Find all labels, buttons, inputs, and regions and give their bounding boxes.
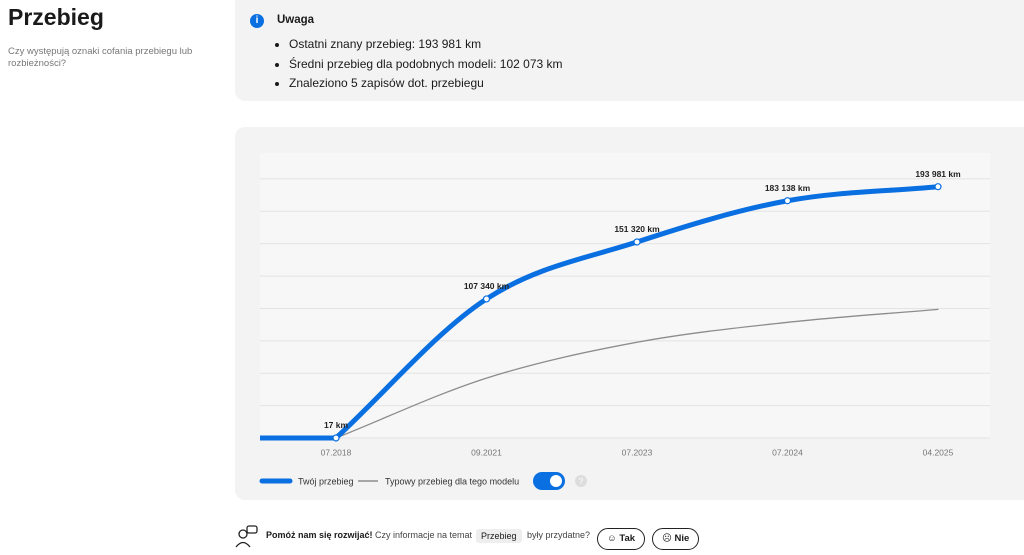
x-tick-label: 04.2025 <box>923 447 954 457</box>
feedback-question-end: były przydatne? <box>527 530 591 540</box>
info-icon: i <box>250 14 264 28</box>
help-icon-mark: ? <box>579 477 584 486</box>
feedback-question: Czy informacje na temat <box>375 530 473 540</box>
feedback-icon <box>235 525 258 548</box>
feedback-topic: Przebieg <box>476 529 522 543</box>
data-label: 107 340 km <box>464 281 510 291</box>
notice-item: Ostatni znany przebieg: 193 981 km <box>289 35 563 55</box>
help-icon[interactable] <box>575 475 587 487</box>
data-point <box>633 238 641 246</box>
page-title: Przebieg <box>8 4 104 30</box>
notice-item: Znaleziono 5 zapisów dot. przebiegu <box>289 74 563 94</box>
toggle-knob <box>550 475 562 487</box>
notice-box <box>235 0 1024 101</box>
legend-label: Twój przebieg <box>298 476 354 486</box>
x-tick-label: 07.2023 <box>622 447 653 457</box>
data-label: 151 320 km <box>614 224 660 234</box>
data-label: 183 138 km <box>765 183 811 193</box>
x-tick-label: 07.2024 <box>772 447 803 457</box>
data-point <box>332 434 340 442</box>
data-point <box>482 295 491 303</box>
data-point <box>934 183 942 191</box>
data-label: 17 km <box>324 420 349 430</box>
notice-item: Średni przebieg dla podobnych modeli: 10… <box>289 55 563 75</box>
x-tick-label: 07.2018 <box>321 447 352 457</box>
notice-title: Uwaga <box>277 14 315 26</box>
series-line <box>335 308 939 439</box>
data-point <box>783 197 792 205</box>
legend-label: Typowy przebieg dla tego modelu <box>385 476 519 486</box>
no-button[interactable]: ☹ Nie <box>652 528 700 550</box>
page-subtitle: Czy występują oznaki cofania przebiegu l… <box>8 46 193 69</box>
notice-list: Ostatni znany przebieg: 193 981 km Średn… <box>277 35 563 94</box>
yes-button[interactable]: ☺ Tak <box>597 528 646 550</box>
data-label: 193 981 km <box>915 169 961 179</box>
no-label: Nie <box>674 533 690 544</box>
yes-label: Tak <box>619 533 636 544</box>
feedback-lead: Pomóż nam się rozwijać! <box>266 530 373 540</box>
plot-area <box>260 153 990 438</box>
x-tick-label: 09.2021 <box>471 447 502 457</box>
